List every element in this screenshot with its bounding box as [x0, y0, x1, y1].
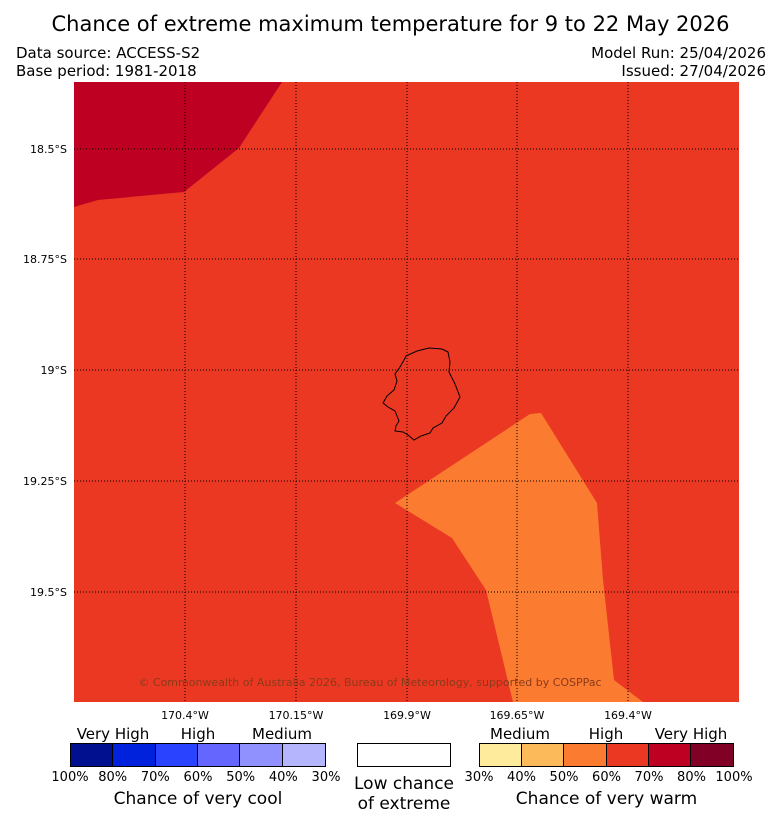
chart-title: Chance of extreme maximum temperature fo…: [51, 12, 730, 36]
low-chance-line2: of extreme: [357, 794, 451, 814]
lat-label-19-5: 19.5°S: [30, 586, 67, 599]
lon-label-169-9: 169.9°W: [383, 709, 431, 722]
cool-swatch: [282, 744, 325, 766]
warm-caption: Chance of very warm: [515, 789, 698, 809]
island-outline: [382, 347, 461, 441]
warm-tick-label: 100%: [715, 770, 753, 785]
lon-label-170-15: 170.15°W: [268, 709, 324, 722]
lat-label-18-5: 18.5°S: [30, 143, 67, 156]
low-chance-swatch: [357, 743, 451, 767]
warm-level-medium: Medium: [490, 725, 550, 743]
cool-tick-label: 40%: [268, 770, 298, 785]
lat-label-19: 19°S: [40, 364, 67, 377]
cool-tick-label: 70%: [140, 770, 170, 785]
warm-swatch: [606, 744, 649, 766]
cool-swatch: [155, 744, 198, 766]
warm-swatch: [564, 744, 607, 766]
cool-level-high: High: [180, 725, 216, 743]
warm-tick-label: 70%: [634, 770, 664, 785]
lat-label-18-75: 18.75°S: [23, 253, 67, 266]
warm-swatch: [480, 744, 523, 766]
low-chance-line1: Low chance: [354, 774, 454, 794]
very-high-warm-area: [74, 82, 282, 207]
cool-tick-label: 80%: [98, 770, 128, 785]
warm-swatch: [648, 744, 691, 766]
cool-colour-scale: [70, 743, 326, 767]
cool-tick-label: 60%: [183, 770, 213, 785]
warm-level-high: High: [588, 725, 624, 743]
cool-swatch: [113, 744, 156, 766]
cool-level-very-high: Very High: [76, 725, 150, 743]
warm-swatch: [690, 744, 734, 766]
medium-warm-area: [395, 413, 643, 702]
cool-caption: Chance of very cool: [113, 789, 283, 809]
warm-tick-label: 30%: [464, 770, 494, 785]
warm-swatch: [522, 744, 565, 766]
issued-date: Issued: 27/04/2026: [621, 62, 766, 80]
cool-tick-label: 100%: [51, 770, 89, 785]
metadata-left: Data source: ACCESS-S2 Base period: 1981…: [16, 44, 200, 80]
copyright-notice: © Commonwealth of Australia 2026, Bureau…: [138, 676, 602, 689]
metadata-right: Model Run: 25/04/2026 Issued: 27/04/2026: [591, 44, 766, 80]
warm-level-very-high: Very High: [654, 725, 728, 743]
cool-tick-label: 30%: [311, 770, 341, 785]
warm-tick-label: 40%: [507, 770, 536, 785]
base-period: Base period: 1981-2018: [16, 62, 197, 80]
warm-tick-label: 80%: [677, 770, 706, 785]
cool-level-medium: Medium: [252, 725, 312, 743]
model-run: Model Run: 25/04/2026: [591, 44, 766, 62]
lon-label-170-4: 170.4°W: [161, 709, 209, 722]
low-chance-caption: Low chance of extreme: [340, 774, 468, 814]
lon-label-169-65: 169.65°W: [489, 709, 545, 722]
data-source: Data source: ACCESS-S2: [16, 44, 201, 62]
warm-colour-scale: [479, 743, 734, 767]
lon-label-169-4: 169.4°W: [604, 709, 652, 722]
cool-swatch: [240, 744, 283, 766]
warm-tick-label: 50%: [549, 770, 579, 785]
cool-tick-label: 50%: [226, 770, 256, 785]
lat-label-19-25: 19.25°S: [23, 475, 67, 488]
warm-tick-label: 60%: [592, 770, 621, 785]
cool-swatch: [197, 744, 241, 766]
gridlines: [74, 82, 739, 702]
cool-swatch: [71, 744, 114, 766]
